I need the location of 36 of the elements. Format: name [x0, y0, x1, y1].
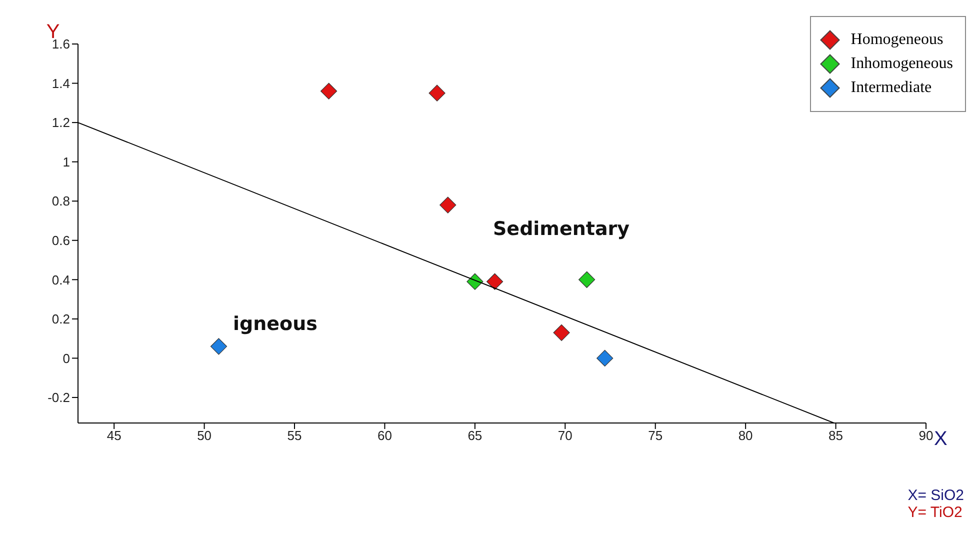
point: [466, 273, 484, 290]
point: [428, 84, 446, 102]
text: X= SiO2: [908, 487, 964, 504]
legend-label: Homogeneous: [850, 31, 944, 49]
x-tick-label: 50: [197, 428, 212, 444]
legend-label: Intermediate: [850, 79, 932, 97]
x-tick-label: 80: [738, 428, 753, 444]
x-tick-label: 55: [287, 428, 302, 444]
y-tick-label: 1.4: [52, 76, 70, 91]
point: [596, 350, 614, 366]
point: [320, 82, 338, 100]
x-tick-label: 85: [828, 428, 844, 444]
y-tick-label: 1.2: [52, 115, 70, 130]
y-tick-label: 0.6: [52, 232, 70, 248]
y-tick-label: 0.4: [52, 272, 70, 288]
x-tick-label: 45: [106, 428, 122, 444]
annotation: Sedimentary: [493, 218, 630, 240]
point: [553, 324, 570, 341]
y-tick-label: 1: [62, 154, 70, 170]
legend-label: Inhomogeneous: [850, 55, 953, 73]
y-tick-label: -0.2: [48, 390, 70, 406]
point: [440, 196, 456, 214]
y-tick-label: 0.2: [52, 312, 70, 327]
x-axis-title: X: [934, 428, 948, 450]
point: [210, 338, 228, 355]
y-tick-label: 0.8: [52, 194, 70, 209]
text: Y= TiO2: [908, 504, 964, 521]
x-tick-label: 65: [468, 428, 482, 444]
x-tick-label: 90: [918, 428, 934, 444]
x-tick-label: 70: [558, 428, 572, 444]
annotation: igneous: [233, 313, 318, 335]
point: [486, 273, 504, 290]
point: [578, 271, 596, 288]
y-tick-label: 0: [62, 350, 70, 366]
x-tick-label: 75: [648, 428, 663, 444]
x-tick-label: 60: [377, 428, 392, 444]
